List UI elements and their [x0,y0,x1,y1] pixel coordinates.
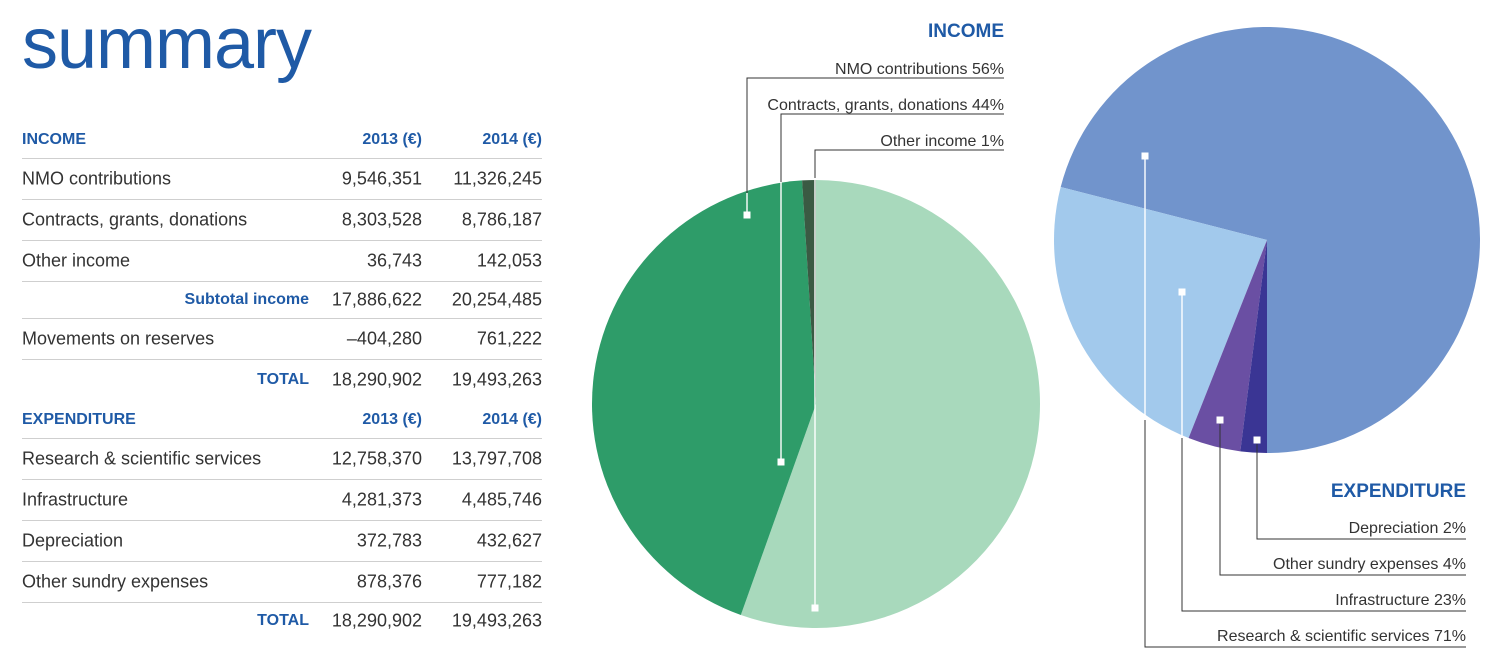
row-value-2013: 9,546,351 [341,168,422,189]
subtotal-value-2013: 17,886,622 [331,289,422,310]
row-label: Other sundry expenses [22,571,209,592]
expenditure-slice-research-scientific-services [1060,26,1480,454]
marker-research [1141,152,1149,160]
total-value-2014: 19,493,263 [451,369,542,390]
row-label: Research & scientific services [22,448,262,469]
table-row: Infrastructure 4,281,373 4,485,746 [22,480,542,521]
total-value-2014: 19,493,263 [451,610,542,631]
expenditure-chart-title: EXPENDITURE [1331,481,1466,502]
row-label: NMO contributions [22,168,172,189]
leader-other-sundry [1219,424,1466,576]
label-other-sundry: Other sundry expenses 4% [1273,556,1466,573]
expenditure-slice-depreciation [1240,240,1267,453]
marker-infrastructure [1178,288,1186,296]
income-chart-title: INCOME [928,21,1004,42]
label-other-income: Other income 1% [880,133,1004,150]
page-title: summary [22,4,312,84]
subtotal-label: Subtotal income [184,291,309,308]
table-row: Research & scientific services 12,758,37… [22,439,542,480]
marker-other-income [811,604,819,612]
income-total-row: TOTAL 18,290,902 19,493,263 [22,360,542,400]
income-heading: INCOME [22,131,86,148]
row-label: Contracts, grants, donations [22,209,248,230]
row-label: Depreciation [22,530,124,551]
total-value-2013: 18,290,902 [331,610,422,631]
expenditure-col-2014: 2014 (€) [482,411,542,428]
label-research: Research & scientific services 71% [1217,628,1466,645]
subtotal-row: Subtotal income 17,886,622 20,254,485 [22,282,542,319]
table-row: Other sundry expenses 878,376 777,182 [22,562,542,603]
income-slice-contracts-grants-donations [591,180,816,616]
label-contracts-grants: Contracts, grants, donations 44% [767,97,1004,114]
leader-contracts [780,113,1004,182]
marker-other-sundry [1216,416,1224,424]
expenditure-heading: EXPENDITURE [22,411,136,428]
label-depreciation: Depreciation 2% [1349,520,1466,537]
row-value-2013: 372,783 [356,530,422,551]
income-slice-other-income [802,180,816,404]
leader-infrastructure [1181,438,1466,612]
row-label: Infrastructure [22,489,129,510]
marker-nmo [743,211,751,219]
income-col-2014: 2014 (€) [482,131,542,148]
row-label: Other income [22,250,131,271]
expenditure-pie [1054,26,1480,454]
row-value-2013: 4,281,373 [341,489,422,510]
row-value-2014: 13,797,708 [451,448,542,469]
income-pie [591,180,1040,628]
expenditure-header-row: EXPENDITURE 2013 (€) 2014 (€) [22,402,542,439]
table-row: Contracts, grants, donations 8,303,528 8… [22,200,542,241]
row-value-2013: 36,743 [366,250,422,271]
subtotal-value-2014: 20,254,485 [451,289,542,310]
income-header-row: INCOME 2013 (€) 2014 (€) [22,122,542,159]
row-value-2013: 878,376 [356,571,422,592]
leader-nmo [746,77,1004,193]
expenditure-col-2013: 2013 (€) [362,411,422,428]
row-value-2014: 4,485,746 [461,489,542,510]
row-value-2014: 142,053 [476,250,542,271]
total-value-2013: 18,290,902 [331,369,422,390]
table-row: Depreciation 372,783 432,627 [22,521,542,562]
table-row: Movements on reserves –404,280 761,222 [22,319,542,360]
income-table: INCOME 2013 (€) 2014 (€) NMO contributio… [22,122,542,400]
table-row: Other income 36,743 142,053 [22,241,542,282]
income-col-2013: 2013 (€) [362,131,422,148]
marker-depreciation [1253,436,1261,444]
label-nmo-contributions: NMO contributions 56% [835,61,1004,78]
label-infrastructure: Infrastructure 23% [1335,592,1466,609]
marker-contracts [777,458,785,466]
total-label: TOTAL [257,371,309,388]
leader-research [1144,420,1466,648]
row-value-2014: 777,182 [476,571,542,592]
row-value-2014: 8,786,187 [461,209,542,230]
leader-other-income [814,149,1004,178]
row-value-2013: 8,303,528 [341,209,422,230]
expenditure-slice-other-sundry-expenses [1188,240,1267,452]
row-value-2014: 432,627 [476,530,542,551]
expenditure-slice-infrastructure [1054,187,1267,439]
leader-depreciation [1256,444,1466,540]
row-value-2013: 12,758,370 [331,448,422,469]
total-label: TOTAL [257,612,309,629]
row-value-2013: –404,280 [346,328,422,349]
row-label: Movements on reserves [22,328,215,349]
row-value-2014: 11,326,245 [453,168,542,189]
expenditure-table: EXPENDITURE 2013 (€) 2014 (€) Research &… [22,402,542,639]
row-value-2014: 761,222 [476,328,542,349]
table-row: NMO contributions 9,546,351 11,326,245 [22,159,542,200]
expenditure-total-row: TOTAL 18,290,902 19,493,263 [22,603,542,639]
